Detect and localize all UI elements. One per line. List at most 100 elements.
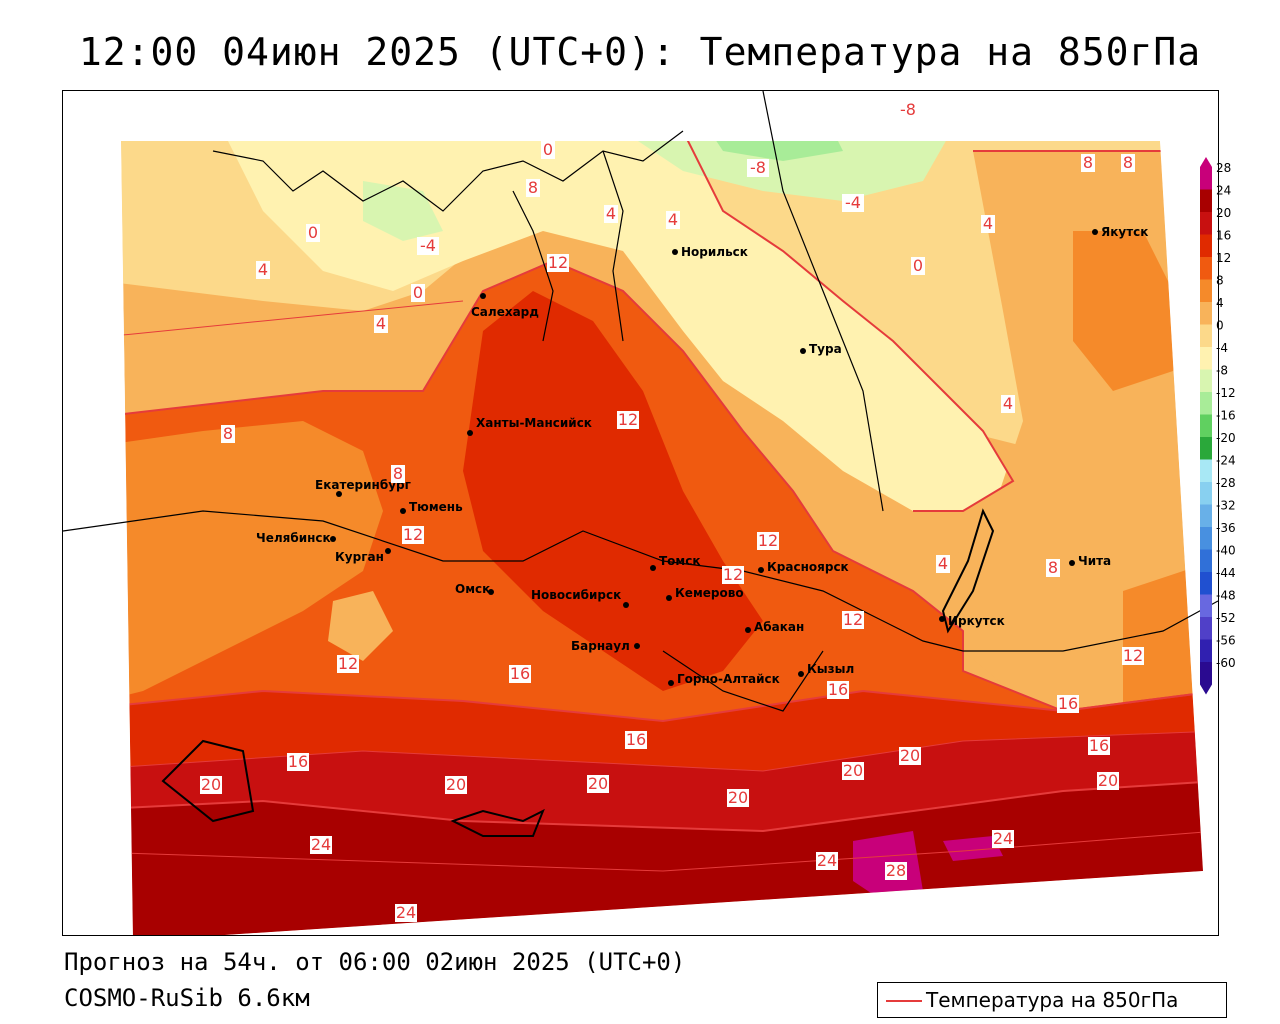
svg-text:0: 0 [413, 283, 423, 302]
city-norilsk: Норильск [672, 245, 748, 259]
svg-text:Норильск: Норильск [681, 245, 748, 259]
city-krasnoyarsk: Красноярск [758, 560, 849, 574]
colorbar-swatch [1200, 662, 1212, 685]
colorbar-swatch [1200, 167, 1212, 190]
svg-text:20: 20 [1098, 771, 1118, 790]
svg-text:28: 28 [886, 861, 906, 880]
svg-text:Кемерово: Кемерово [675, 586, 744, 600]
svg-text:12: 12 [723, 565, 743, 584]
svg-text:Томск: Томск [659, 554, 701, 568]
contour-label: 4 [604, 204, 618, 223]
contour-label: 0 [541, 140, 555, 159]
svg-text:8: 8 [1123, 153, 1133, 172]
contour-label: 16 [287, 752, 309, 771]
contour-label: 24 [992, 829, 1014, 848]
svg-text:Омск: Омск [455, 582, 490, 596]
city-kurgan: Курган [335, 548, 391, 564]
svg-text:16: 16 [288, 752, 308, 771]
colorbar-swatch [1200, 549, 1212, 572]
colorbar-swatch [1200, 392, 1212, 415]
svg-text:4: 4 [938, 554, 948, 573]
svg-text:24: 24 [311, 835, 331, 854]
colorbar-tick-label: 16 [1216, 229, 1231, 243]
svg-text:20: 20 [446, 775, 466, 794]
svg-text:12: 12 [843, 610, 863, 629]
contour-label: 24 [395, 903, 417, 922]
svg-text:Барнаул: Барнаул [571, 639, 630, 653]
svg-text:16: 16 [510, 664, 530, 683]
city-tyumen: Тюмень [400, 500, 463, 514]
colorbar-max-arrow [1200, 157, 1212, 167]
svg-text:Иркутск: Иркутск [948, 614, 1005, 628]
svg-text:4: 4 [668, 210, 678, 229]
svg-text:Красноярск: Красноярск [767, 560, 849, 574]
contour-label: 24 [310, 835, 332, 854]
colorbar-tick-label: -56 [1216, 634, 1236, 648]
city-novosibirsk: Новосибирск [531, 588, 629, 608]
city-yakutsk: Якутск [1092, 225, 1148, 239]
city-salekhard: Салехард [471, 293, 539, 319]
svg-text:0: 0 [543, 140, 553, 159]
colorbar-tick-label: -24 [1216, 454, 1236, 468]
map-frame[interactable]: Норильск Якутск Салехард Тура Ханты-Манс… [62, 90, 1219, 936]
city-tomsk: Томск [650, 554, 701, 571]
svg-text:12: 12 [618, 410, 638, 429]
colorbar-tick-label: 20 [1216, 206, 1231, 220]
svg-text:Чита: Чита [1078, 554, 1111, 568]
contour-label: 8 [1081, 153, 1095, 172]
contour-label: 12 [842, 610, 864, 629]
contour-label: 8 [1046, 558, 1060, 577]
contour-label: 20 [1097, 771, 1119, 790]
contour-label: -4 [842, 193, 864, 212]
colorbar-tick-label: 4 [1216, 296, 1224, 310]
city-yekaterinburg: Екатеринбург [315, 478, 411, 497]
colorbar-swatch [1200, 617, 1212, 640]
contour-label: 12 [402, 525, 424, 544]
contour-label: 20 [899, 746, 921, 765]
colorbar-swatch [1200, 369, 1212, 392]
svg-text:0: 0 [913, 256, 923, 275]
contour-labels: -8 -8 -4 -4 0 0 0 0 4 4 4 4 4 4 4 8 8 8 8 8 8 12 12 12 12 12 12 12 1… [200, 100, 1144, 922]
legend: Температура на 850гПа [877, 982, 1227, 1018]
colorbar-swatch [1200, 234, 1212, 257]
svg-text:16: 16 [1089, 736, 1109, 755]
colorbar-swatch [1200, 302, 1212, 325]
colorbar: 28 24 20 16 12 8 4 0 -4 -8 -12 -16 -20 -24 -28 -32 -36 -4… [1200, 157, 1236, 695]
cities: Норильск Якутск Салехард Тура Ханты-Манс… [256, 225, 1148, 686]
contour-label: 16 [827, 680, 849, 699]
colorbar-swatch [1200, 414, 1212, 437]
svg-text:8: 8 [528, 178, 538, 197]
svg-text:Салехард: Салехард [471, 305, 539, 319]
svg-text:16: 16 [828, 680, 848, 699]
colorbar-tick-label: -60 [1216, 656, 1236, 670]
colorbar-tick-label: -8 [1216, 364, 1228, 378]
contour-label: 16 [509, 664, 531, 683]
contour-label: -4 [417, 236, 439, 255]
colorbar-tick-label: 0 [1216, 319, 1224, 333]
colorbar-tick-label: -40 [1216, 544, 1236, 558]
svg-text:24: 24 [817, 851, 837, 870]
colorbar-swatch [1200, 504, 1212, 527]
map-title: 12:00 04июн 2025 (UTC+0): Температура на… [78, 30, 1202, 74]
svg-text:4: 4 [606, 204, 616, 223]
contour-label: 28 [885, 861, 907, 880]
svg-text:Курган: Курган [335, 550, 384, 564]
colorbar-tick-label: 8 [1216, 274, 1224, 288]
contour-label: 16 [1057, 694, 1079, 713]
svg-text:16: 16 [1058, 694, 1078, 713]
svg-text:4: 4 [376, 314, 386, 333]
contour-label: 12 [547, 253, 569, 272]
colorbar-swatch [1200, 482, 1212, 505]
colorbar-min-arrow [1200, 684, 1212, 695]
colorbar-tick-label: -12 [1216, 386, 1236, 400]
contour-label: 8 [391, 464, 405, 483]
svg-text:-4: -4 [845, 193, 861, 212]
colorbar-tick-label: -28 [1216, 476, 1236, 490]
colorbar-tick-label: 28 [1216, 161, 1231, 175]
city-chelyabinsk: Челябинск [256, 531, 336, 545]
contour-label: -8 [897, 100, 919, 119]
city-kemerovo: Кемерово [666, 586, 744, 601]
svg-text:12: 12 [338, 654, 358, 673]
svg-text:12: 12 [548, 253, 568, 272]
svg-text:20: 20 [588, 774, 608, 793]
